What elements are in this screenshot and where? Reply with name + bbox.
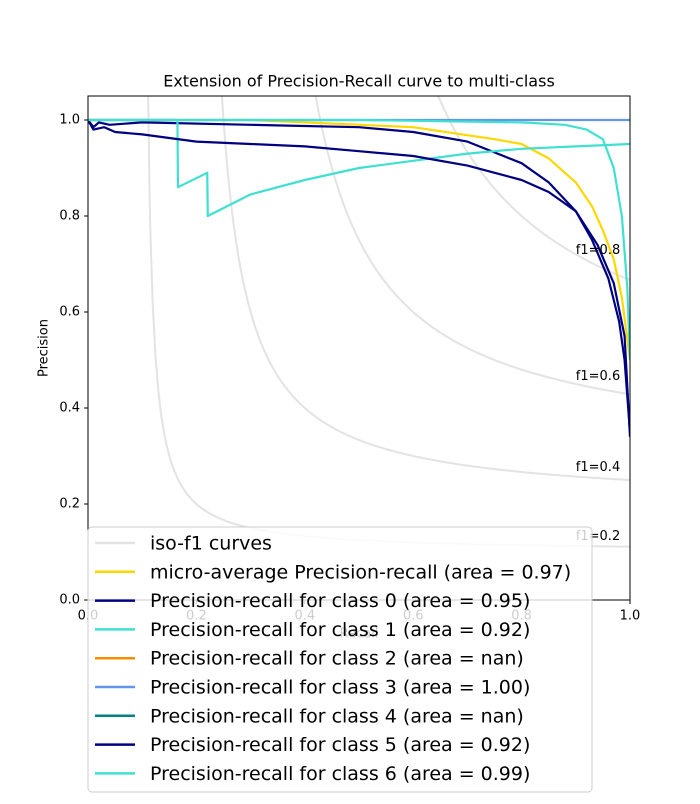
iso-f1-label: f1=0.4 (576, 460, 620, 475)
y-tick-label: 0.0 (59, 593, 80, 608)
pr-curve (88, 119, 630, 437)
chart-title: Extension of Precision-Recall curve to m… (163, 72, 555, 91)
y-axis-label: Precision (37, 319, 52, 377)
annotations: f1=0.2f1=0.4f1=0.6f1=0.8 (576, 243, 620, 544)
pr-curve (88, 119, 630, 433)
pr-curve (88, 118, 630, 361)
legend-label: Precision-recall for class 1 (area = 0.9… (150, 619, 530, 641)
pr-curve (88, 118, 630, 218)
legend-label: micro-average Precision-recall (area = 0… (150, 561, 571, 583)
legend-label: iso-f1 curves (150, 533, 272, 555)
y-tick-label: 0.8 (59, 209, 80, 224)
y-tick-label: 0.4 (59, 401, 80, 416)
iso-f1-curve (437, 96, 630, 281)
x-tick-label: 1.0 (620, 609, 641, 624)
iso-f1-curve (220, 96, 630, 481)
axes-frame (87, 95, 631, 601)
pr-curve (88, 118, 630, 361)
legend-label: Precision-recall for class 5 (area = 0.9… (150, 734, 530, 756)
iso-f1-curve (314, 96, 630, 396)
iso-f1-label: f1=0.8 (576, 243, 620, 258)
legend-label: Precision-recall for class 3 (area = 1.0… (150, 677, 530, 699)
legend-label: Precision-recall for class 6 (area = 0.9… (150, 763, 530, 785)
legend-box (87, 526, 593, 793)
legend-label: Precision-recall for class 0 (area = 0.9… (150, 590, 530, 612)
y-tick-label: 1.0 (59, 113, 80, 128)
legend-label: Precision-recall for class 2 (area = nan… (150, 648, 524, 670)
iso-f1-label: f1=0.6 (576, 369, 620, 384)
legend: iso-f1 curves micro-average Precision-rec… (87, 526, 593, 793)
y-tick-label: 0.6 (59, 305, 80, 320)
y-tick-label: 0.2 (59, 497, 80, 512)
legend-label: Precision-recall for class 4 (area = nan… (150, 705, 524, 727)
